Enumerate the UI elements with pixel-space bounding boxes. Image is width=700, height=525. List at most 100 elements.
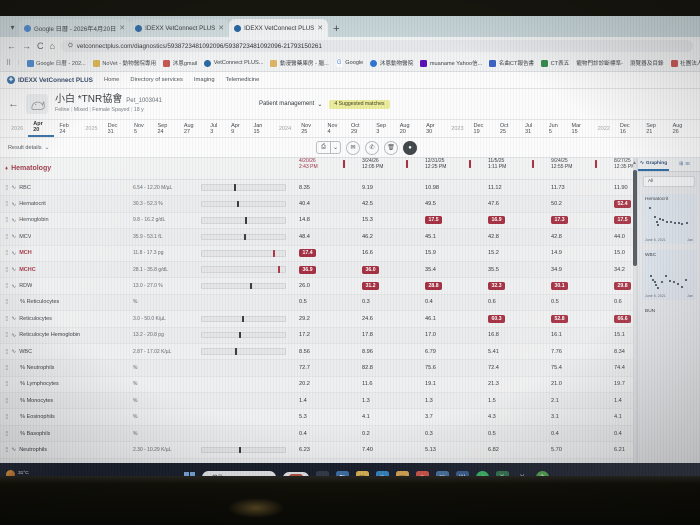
- print-button[interactable]: ⎙: [316, 141, 330, 154]
- timeline-date[interactable]: Oct 29: [351, 122, 360, 135]
- archive-button[interactable]: 🗑: [384, 140, 398, 155]
- patient-management-dropdown[interactable]: Patient management ⌄: [259, 101, 322, 108]
- result-value-cell[interactable]: 8.34: [614, 348, 625, 355]
- nav-telemedicine[interactable]: Telemedicine: [225, 77, 260, 83]
- timeline-date[interactable]: Nov 25: [301, 122, 311, 135]
- result-value-cell[interactable]: 3.1: [551, 414, 559, 421]
- result-value-cell[interactable]: 20.2: [299, 381, 310, 388]
- result-value-cell[interactable]: 15.3: [362, 217, 373, 224]
- result-value-cell[interactable]: 28.8: [418, 282, 481, 291]
- timeline-date[interactable]: Mar 15: [571, 122, 582, 135]
- result-value-cell[interactable]: 29.2: [299, 315, 310, 322]
- scroll-up-icon[interactable]: ▲: [632, 160, 637, 166]
- timeline-date[interactable]: Oct 25: [499, 122, 509, 135]
- tab-stats[interactable]: ⊞ St: [669, 158, 700, 171]
- result-value-cell[interactable]: 16.1: [551, 332, 562, 339]
- timeline-date[interactable]: Dec 19: [473, 122, 484, 135]
- table-row[interactable]: ⣿ ∿ Hematocrit 30.3 - 52.3 % 40.4 42.5 49.5 47.…: [0, 196, 637, 213]
- column-header-1[interactable]: 3/24/26 12:05 PM: [355, 158, 418, 179]
- result-value-cell[interactable]: 1.4: [614, 397, 622, 404]
- result-value-cell[interactable]: 17.5: [607, 216, 637, 225]
- nav-imaging[interactable]: Imaging: [193, 77, 215, 83]
- result-value-cell[interactable]: 60.3: [481, 314, 544, 323]
- result-value-cell[interactable]: 7.76: [551, 348, 562, 355]
- results-timeline[interactable]: 2026 Apr 20 Feb 24 2025 Dec 31 Nov 5 Sep…: [0, 120, 700, 138]
- close-icon[interactable]: ✕: [218, 25, 225, 32]
- apps-grid-icon[interactable]: ⠿: [6, 60, 12, 67]
- table-row[interactable]: ⣿ ∿ MCHC 28.1 - 35.8 g/dL 36.9 36.0 35.4 35.5 34…: [0, 261, 637, 279]
- table-row[interactable]: ⣿ ∿ Reticulocyte Hemoglobin 13.2 - 20.8 pg 1…: [0, 327, 637, 344]
- drag-handle-icon[interactable]: ⣿: [5, 397, 9, 404]
- result-value-cell[interactable]: 15.9: [425, 250, 436, 257]
- result-value-cell[interactable]: 75.6: [425, 364, 436, 371]
- column-header-5[interactable]: 8/27/25 12:35 PM: [607, 158, 637, 179]
- bookmark-item[interactable]: VetConnect PLUS...: [204, 59, 263, 67]
- result-value-cell[interactable]: 6.21: [614, 446, 625, 453]
- drag-handle-icon[interactable]: ⣿: [5, 348, 9, 355]
- close-icon[interactable]: ✕: [317, 25, 324, 32]
- timeline-date[interactable]: Jan 15: [253, 122, 263, 135]
- result-value-cell[interactable]: 11.6: [362, 381, 373, 388]
- timeline-date[interactable]: Dec 16: [619, 122, 630, 135]
- drag-handle-icon[interactable]: ⣿: [5, 332, 9, 339]
- table-row[interactable]: ⣿ ∿ WBC 2.87 - 17.02 K/µL 8.56 8.96 6.79 5.41 7.…: [0, 344, 637, 361]
- result-details-dropdown[interactable]: Result details ⌄: [8, 145, 49, 151]
- result-value-cell[interactable]: 17.2: [299, 332, 310, 339]
- drag-handle-icon[interactable]: ⣿: [5, 233, 9, 240]
- result-value-cell[interactable]: 4.3: [488, 414, 496, 421]
- drag-handle-icon[interactable]: ⣿: [5, 184, 9, 191]
- nav-directory-of-services[interactable]: Directory of services: [130, 77, 183, 83]
- result-value-cell[interactable]: 48.4: [299, 233, 310, 240]
- result-value-cell[interactable]: 6.23: [299, 446, 310, 453]
- table-row[interactable]: ⣿ ∿ RDW 13.0 - 27.0 % 26.0 31.2 28.8 32.3 30.1 29…: [0, 278, 637, 295]
- result-value-cell[interactable]: 8.56: [299, 348, 310, 355]
- mini-chart[interactable]: Hematocrit June 5, 2021 Jan: [642, 194, 696, 244]
- help-button[interactable]: ●: [403, 140, 417, 155]
- forward-icon[interactable]: →: [22, 41, 31, 51]
- result-value-cell[interactable]: 24.6: [362, 315, 373, 322]
- bookmark-item[interactable]: NoVet - 動物醫院專用: [92, 59, 156, 67]
- table-row[interactable]: ⣿% Neutrophils%72.782.875.672.475.474.48…: [0, 360, 637, 377]
- trend-sparkline-icon[interactable]: ∿: [11, 267, 17, 274]
- trend-sparkline-icon[interactable]: ∿: [11, 234, 17, 241]
- result-value-cell[interactable]: 16.6: [362, 250, 373, 257]
- result-value-cell[interactable]: 0.5: [551, 299, 559, 306]
- result-value-cell[interactable]: 21.3: [488, 381, 499, 388]
- trend-sparkline-icon[interactable]: ∿: [11, 217, 17, 224]
- table-row[interactable]: ⣿ ∿ Neutrophils 2.30 - 10.29 K/µL 6.23 7.40 5.…: [0, 442, 637, 459]
- taskbar-search[interactable]: ⌕ 搜尋: [201, 471, 276, 476]
- bookmark-item[interactable]: 動漫醫藥庫房 - 腦...: [270, 59, 329, 67]
- table-row[interactable]: ⣿ ∿ Reticulocytes 3.0 - 50.0 K/µL 29.2 24.6 46…: [0, 311, 637, 328]
- bookmark-item[interactable]: CT表五: [541, 59, 569, 67]
- drag-handle-icon[interactable]: ⣿: [5, 381, 9, 388]
- browser-tab-2[interactable]: IDEXX VetConnect PLUS ✕: [229, 19, 329, 37]
- table-row[interactable]: ⣿ ∿ MCH 11.8 - 17.3 pg 17.4 16.6 15.9 15.2 14.9 1…: [0, 246, 637, 262]
- result-value-cell[interactable]: 14.8: [299, 217, 310, 224]
- timeline-date[interactable]: Apr 9: [231, 122, 240, 135]
- result-value-cell[interactable]: 10.98: [425, 184, 439, 191]
- result-value-cell[interactable]: 75.4: [551, 364, 562, 371]
- widgets-button[interactable]: ◧: [335, 471, 349, 476]
- result-value-cell[interactable]: 16.8: [488, 332, 499, 339]
- trend-sparkline-icon[interactable]: ∿: [11, 250, 17, 257]
- result-value-cell[interactable]: 14.9: [551, 250, 562, 257]
- result-value-cell[interactable]: 40.4: [299, 201, 310, 208]
- timeline-date[interactable]: Feb 24: [59, 122, 69, 135]
- site-info-icon[interactable]: ⛭: [67, 42, 73, 49]
- bookmark-item[interactable]: 沐恩gmail: [163, 59, 197, 67]
- address-bar[interactable]: ⛭ vetconnectplus.com/diagnostics/5938723…: [60, 39, 693, 53]
- table-row[interactable]: ⣿% Monocytes%1.41.31.31.52.11.41.11.81.8: [0, 393, 637, 410]
- result-value-cell[interactable]: 9.19: [362, 184, 373, 191]
- graphing-filter-select[interactable]: All: [643, 176, 695, 187]
- result-value-cell[interactable]: 17.4: [292, 249, 355, 258]
- timeline-date[interactable]: Aug 27: [183, 122, 194, 135]
- table-row[interactable]: ⣿% Basophils%0.40.20.30.50.40.40.60.20.6: [0, 425, 637, 443]
- timeline-date[interactable]: Nov 4: [327, 122, 338, 135]
- timeline-date[interactable]: Sep 21: [646, 122, 656, 135]
- files-button[interactable]: ▤: [395, 471, 409, 476]
- result-value-cell[interactable]: 17.0: [425, 332, 436, 339]
- result-value-cell[interactable]: 1.3: [362, 397, 370, 404]
- result-value-cell[interactable]: 72.7: [299, 364, 310, 371]
- timeline-date[interactable]: Dec 31: [107, 122, 118, 135]
- trend-sparkline-icon[interactable]: ∿: [11, 201, 17, 208]
